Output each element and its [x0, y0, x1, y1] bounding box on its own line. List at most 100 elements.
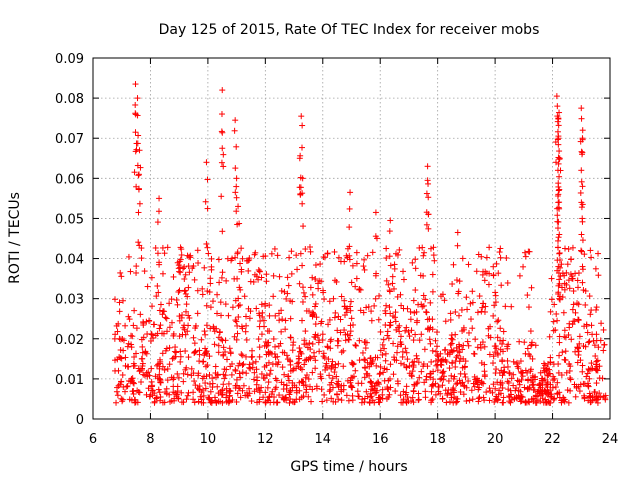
data-point: [239, 369, 246, 376]
data-point: [449, 359, 456, 366]
data-point: [426, 336, 433, 343]
data-point: [413, 352, 420, 359]
y-tick-label: 0.07: [55, 132, 84, 147]
data-point: [190, 334, 197, 341]
data-point: [233, 175, 240, 182]
data-point: [164, 365, 171, 372]
data-point: [556, 205, 563, 212]
data-point: [428, 358, 435, 365]
data-point: [550, 327, 557, 334]
x-axis: 6 8 10 12 14 16 18 20 22 24: [89, 58, 618, 447]
data-point: [135, 209, 142, 216]
data-point: [135, 172, 142, 179]
data-point: [268, 350, 275, 357]
data-point: [562, 348, 569, 355]
data-point: [461, 383, 468, 390]
data-point: [323, 397, 330, 404]
data-point: [319, 398, 326, 405]
data-point: [382, 357, 389, 364]
data-point: [134, 95, 141, 102]
data-point: [483, 254, 490, 261]
data-point: [469, 288, 476, 295]
data-point: [381, 345, 388, 352]
data-point: [476, 394, 483, 401]
data-point: [150, 334, 157, 341]
data-point: [130, 391, 137, 398]
data-point: [178, 251, 185, 258]
data-point: [437, 350, 444, 357]
data-point: [385, 335, 392, 342]
data-point: [556, 109, 563, 116]
data-point: [409, 259, 416, 266]
data-point: [455, 312, 462, 319]
data-point: [157, 379, 164, 386]
data-point: [262, 399, 269, 406]
data-point: [456, 358, 463, 365]
data-point: [347, 332, 354, 339]
data-point: [207, 399, 214, 406]
data-point: [214, 310, 221, 317]
data-point: [434, 367, 441, 374]
data-point: [524, 385, 531, 392]
data-point: [464, 306, 471, 313]
data-point: [170, 376, 177, 383]
data-point: [220, 344, 227, 351]
data-point: [170, 383, 177, 390]
data-point: [353, 249, 360, 256]
data-point: [385, 281, 392, 288]
data-point: [328, 336, 335, 343]
data-point: [371, 302, 378, 309]
data-point: [499, 341, 506, 348]
data-point: [131, 169, 138, 176]
data-point: [596, 390, 603, 397]
data-point: [390, 340, 397, 347]
data-point: [327, 386, 334, 393]
data-point: [276, 392, 283, 399]
data-point: [149, 303, 156, 310]
data-point: [404, 356, 411, 363]
data-point: [376, 292, 383, 299]
data-point: [532, 392, 539, 399]
data-point: [209, 375, 216, 382]
data-point: [447, 341, 454, 348]
data-point: [214, 383, 221, 390]
data-point: [218, 312, 225, 319]
data-point: [301, 337, 308, 344]
data-point: [556, 276, 563, 283]
data-point: [156, 389, 163, 396]
data-point: [313, 314, 320, 321]
data-point: [181, 263, 188, 270]
data-point: [556, 352, 563, 359]
data-point: [448, 372, 455, 379]
data-point: [595, 272, 602, 279]
data-point: [593, 366, 600, 373]
data-point: [517, 398, 524, 405]
data-point: [421, 379, 428, 386]
data-point: [170, 354, 177, 361]
data-point: [486, 385, 493, 392]
x-tick-label: 6: [89, 432, 97, 447]
data-point: [144, 331, 151, 338]
data-point: [162, 389, 169, 396]
data-point: [427, 340, 434, 347]
data-point: [479, 271, 486, 278]
data-point: [547, 359, 554, 366]
data-point: [473, 268, 480, 275]
data-point: [317, 261, 324, 268]
data-point: [395, 324, 402, 331]
data-point: [335, 396, 342, 403]
data-point: [153, 395, 160, 402]
data-point: [340, 363, 347, 370]
data-point: [238, 351, 245, 358]
data-point: [480, 300, 487, 307]
data-point: [582, 343, 589, 350]
x-tick-label: 24: [602, 432, 619, 447]
data-point: [576, 340, 583, 347]
data-point: [341, 297, 348, 304]
data-point: [379, 341, 386, 348]
data-point: [593, 306, 600, 313]
data-point: [451, 387, 458, 394]
data-point: [159, 363, 166, 370]
data-point: [126, 396, 133, 403]
